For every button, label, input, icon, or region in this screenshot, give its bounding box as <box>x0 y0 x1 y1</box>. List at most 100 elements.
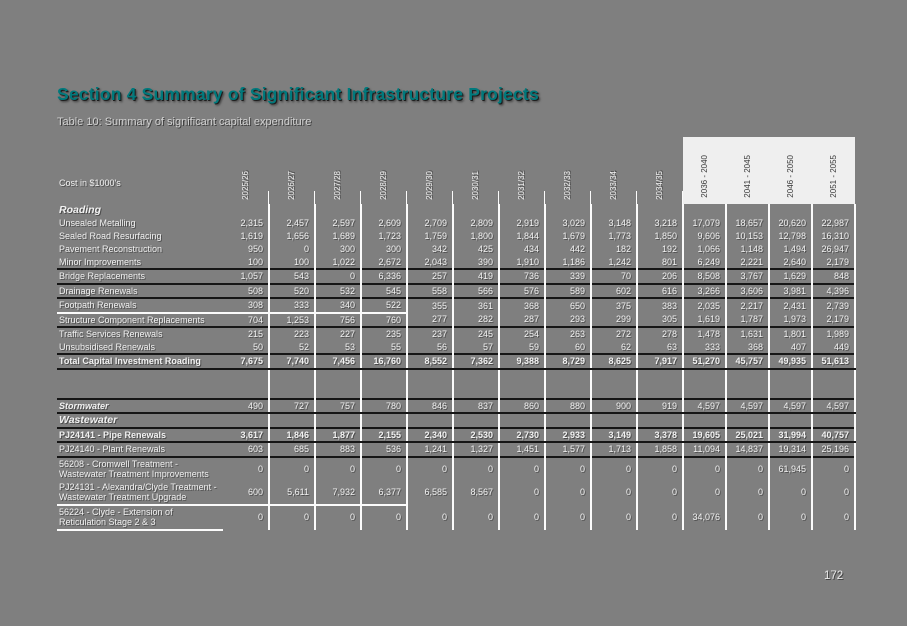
table-cell: 0 <box>223 504 270 530</box>
table-cell <box>683 204 727 217</box>
table-cell: 536 <box>361 442 408 457</box>
table-cell: 31,994 <box>769 426 813 443</box>
table-cell <box>499 413 546 428</box>
table-cell: 100 <box>269 255 316 269</box>
table-cell: 1,846 <box>269 426 316 443</box>
table-cell: 56 <box>407 340 454 354</box>
table-cell <box>361 413 408 428</box>
year-label: 2034/35 <box>655 170 664 200</box>
table-cell: 19,314 <box>769 442 813 457</box>
table-cell: 2,730 <box>499 426 546 443</box>
table-cell <box>812 204 856 217</box>
table-cell: 339 <box>545 268 592 284</box>
table-cell: 0 <box>545 480 592 505</box>
table-cell <box>769 413 813 428</box>
table-cell <box>812 413 856 428</box>
table-cell: 1,773 <box>591 229 638 243</box>
table-row: PJ24131 - Alexandra/Clyde Treatment - Wa… <box>57 480 856 506</box>
period-column-header: 2046 - 2050 <box>769 137 812 204</box>
table-cell <box>769 368 813 399</box>
table-cell: 0 <box>499 455 546 481</box>
table-cell: 2,217 <box>726 297 770 313</box>
table-row: Unsubsidised Renewals 50 52 53 55 56 57 59 60 62 6… <box>57 340 856 354</box>
table-cell: 2,431 <box>769 297 813 313</box>
table-row: Drainage Renewals 508 520 532 545 558 566 576 58… <box>57 282 856 298</box>
table-cell: 3,981 <box>769 282 813 298</box>
year-label: 2032/33 <box>563 170 572 200</box>
year-column-header: 2025/26 <box>223 137 269 204</box>
period-label: 2046 - 2050 <box>785 154 795 198</box>
table-cell: 0 <box>637 455 684 481</box>
table-cell: 0 <box>812 504 856 530</box>
table-cell: 736 <box>499 268 546 284</box>
year-label: 2031/32 <box>517 170 526 200</box>
table-cell: 801 <box>637 255 684 269</box>
table-cell: 1,877 <box>315 426 362 443</box>
table-cell: 757 <box>315 397 362 414</box>
table-cell <box>361 204 408 217</box>
table-cell <box>315 368 362 399</box>
table-cell: 7,362 <box>453 353 500 370</box>
table-cell: 0 <box>407 455 454 481</box>
table-cell: 0 <box>769 504 813 530</box>
table-cell <box>637 413 684 428</box>
table-cell: 227 <box>315 326 362 341</box>
table-cell: 235 <box>361 326 408 341</box>
table-cell: 51,270 <box>683 353 727 370</box>
table-cell <box>223 413 270 428</box>
table-cell: 299 <box>591 312 638 327</box>
table-cell <box>637 368 684 399</box>
table-cell <box>453 413 500 428</box>
table-cell: 2,919 <box>499 216 546 230</box>
table-cell: 0 <box>726 504 770 530</box>
year-column-header: 2029/30 <box>407 137 453 204</box>
table-cell <box>499 368 546 399</box>
table-cell: 0 <box>683 480 727 505</box>
table-cell <box>726 413 770 428</box>
table-cell: 57 <box>453 340 500 354</box>
table-cell: 22,987 <box>812 216 856 230</box>
row-label: Bridge Replacements <box>57 268 223 284</box>
table-cell <box>269 368 316 399</box>
table-cell: 6,585 <box>407 480 454 505</box>
table-cell: 3,378 <box>637 426 684 443</box>
table-cell: 355 <box>407 297 454 313</box>
table-cell: 0 <box>315 268 362 284</box>
table-row: PJ24140 - Plant Renewals 603 685 883 536 1,24… <box>57 442 856 457</box>
table-cell: 0 <box>453 455 500 481</box>
table-cell: 1,327 <box>453 442 500 457</box>
table-cell: 0 <box>499 480 546 505</box>
table-cell: 263 <box>545 326 592 341</box>
row-label: Unsealed Metalling <box>59 217 136 228</box>
table-cell: 62 <box>591 340 638 354</box>
year-column-header: 2032/33 <box>545 137 591 204</box>
table-row: Minor Improvements 100 100 1,022 2,672 2,043 3… <box>57 255 856 269</box>
row-label: 56224 - Clyde - Extension of Reticulatio… <box>57 504 223 531</box>
table-row: Stormwater 490 727 757 780 846 837 860 880 900 919… <box>57 397 856 414</box>
table-cell: 18,657 <box>726 216 770 230</box>
table-cell: 2,457 <box>269 216 316 230</box>
table-cell: 4,396 <box>812 282 856 298</box>
table-cell: 2,035 <box>683 297 727 313</box>
table-cell: 4,597 <box>726 397 770 414</box>
table-cell: 12,798 <box>769 229 813 243</box>
table-cell <box>591 413 638 428</box>
row-label: Sealed Road Resurfacing <box>59 230 162 241</box>
table-row: Unsealed Metalling 2,315 2,457 2,597 2,609 2,… <box>57 216 856 230</box>
table-cell: 11,094 <box>683 442 727 457</box>
row-label: PJ24140 - Plant Renewals <box>59 444 166 454</box>
period-column-header: 2036 - 2040 <box>683 137 726 204</box>
section-row: Roading <box>57 204 856 217</box>
table-cell: 0 <box>269 455 316 481</box>
table-cell: 490 <box>223 397 270 414</box>
table-cell <box>545 368 592 399</box>
table-cell: 520 <box>269 282 316 298</box>
table-head: Cost in $1000's 2025/26 2026/27 2027/28 2028… <box>57 137 855 204</box>
table-cell: 70 <box>591 268 638 284</box>
table-cell: 25,021 <box>726 426 770 443</box>
table-cell: 7,675 <box>223 353 270 370</box>
row-label: Structure Component Replacements <box>59 314 205 325</box>
period-label: 2051 - 2055 <box>828 154 838 198</box>
table-cell: 277 <box>407 312 454 327</box>
table-cell: 848 <box>812 268 856 284</box>
